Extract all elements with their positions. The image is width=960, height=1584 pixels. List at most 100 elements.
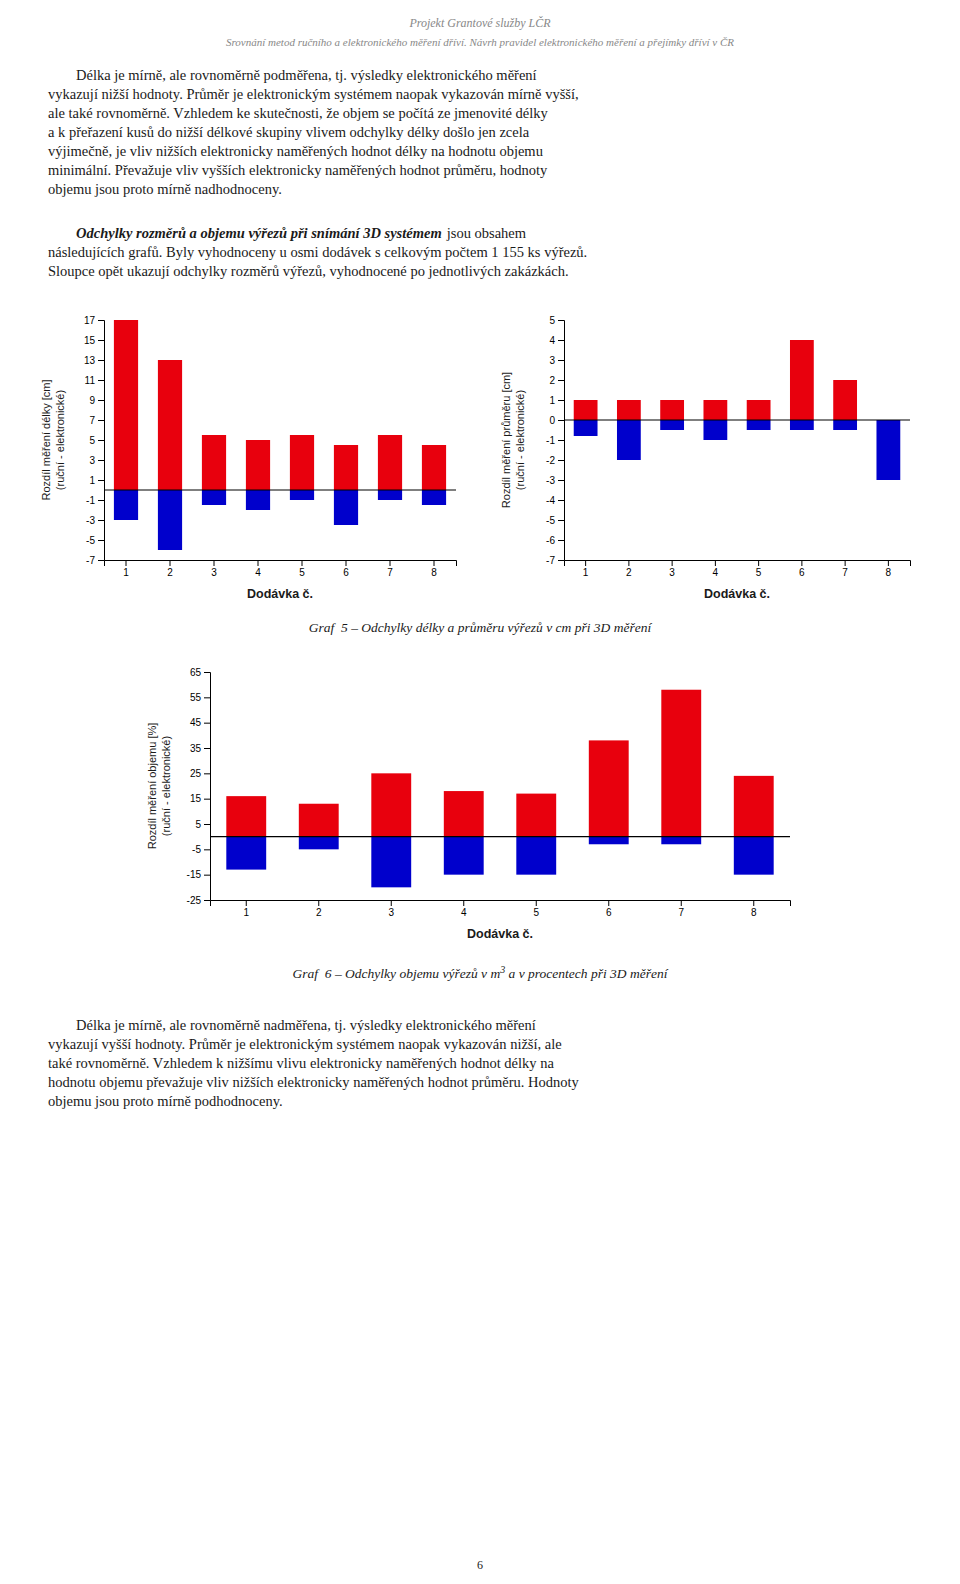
tick-mark <box>753 900 754 906</box>
y-tick: 5 <box>549 315 564 326</box>
paragraph-line: hodnotu objemu převažuje vliv nižších el… <box>48 1074 579 1090</box>
tick-label: -5 <box>546 515 555 526</box>
tick-mark <box>98 360 104 361</box>
bar <box>747 400 771 420</box>
x-tick: 2 <box>626 560 632 578</box>
tick-label: -5 <box>86 535 95 546</box>
tick-mark <box>801 560 802 566</box>
y-tick: 55 <box>190 692 210 703</box>
tick-label: 4 <box>549 335 555 346</box>
tick-mark <box>558 540 564 541</box>
bar <box>790 420 814 430</box>
tick-mark <box>558 560 564 561</box>
tick-mark <box>558 480 564 481</box>
tick-label: -15 <box>187 869 202 880</box>
tick-mark <box>98 420 104 421</box>
y-tick: 9 <box>89 395 104 406</box>
tick-mark <box>98 460 104 461</box>
bar <box>661 690 701 837</box>
bar <box>617 400 641 420</box>
x-tick: 7 <box>387 560 393 578</box>
tick-mark <box>204 748 210 749</box>
bar <box>422 490 446 505</box>
paragraph-line: výjimečně, je vliv nižších elektronicky … <box>48 143 543 159</box>
y-tick: 15 <box>84 335 104 346</box>
x-tick: 8 <box>431 560 437 578</box>
bar <box>299 804 339 837</box>
bar <box>290 435 314 490</box>
tick-mark <box>391 900 392 906</box>
tick-label: -5 <box>192 844 201 855</box>
paragraph-lead: Odchylky rozměrů a objemu výřezů při sní… <box>76 225 442 241</box>
tick-label: 7 <box>387 567 393 578</box>
tick-label: 5 <box>195 819 201 830</box>
bar <box>246 440 270 490</box>
bar <box>660 400 684 420</box>
tick-mark <box>558 400 564 401</box>
x-tick: 7 <box>678 900 684 918</box>
tick-mark <box>98 380 104 381</box>
zero-line <box>564 419 910 420</box>
tick-mark <box>536 900 537 906</box>
tick-label: 5 <box>533 907 539 918</box>
tick-label: 4 <box>461 907 467 918</box>
axis-line <box>204 673 211 901</box>
tick-label: -4 <box>546 495 555 506</box>
bar <box>299 837 339 850</box>
bar <box>589 740 629 836</box>
y-tick: 1 <box>89 475 104 486</box>
y-tick: 11 <box>85 375 104 386</box>
y-tick: -2 <box>546 455 564 466</box>
axis-line <box>105 561 457 567</box>
x-axis-title: Dodávka č. <box>247 587 313 601</box>
bar <box>226 796 266 837</box>
bar <box>334 445 358 490</box>
x-axis-title: Dodávka č. <box>704 587 770 601</box>
paragraph-line: minimální. Převažuje vliv vyšších elektr… <box>48 162 548 178</box>
x-tick: 1 <box>123 560 129 578</box>
tick-mark <box>98 340 104 341</box>
tick-label: 8 <box>751 907 757 918</box>
tick-label: 17 <box>84 315 96 326</box>
tick-label: 15 <box>84 335 96 346</box>
y-tick: 3 <box>549 355 564 366</box>
bar <box>660 420 684 430</box>
x-axis: 12345678 <box>105 560 457 578</box>
axis-line <box>211 901 791 907</box>
tick-mark <box>608 900 609 906</box>
y-tick: 45 <box>190 717 210 728</box>
tick-mark <box>463 900 464 906</box>
tick-label: -25 <box>187 895 202 906</box>
tick-label: -1 <box>546 435 555 446</box>
x-axis: 12345678 <box>211 900 791 918</box>
x-tick: 5 <box>533 900 539 918</box>
plot-area <box>104 320 456 550</box>
tick-label: 5 <box>549 315 555 326</box>
tick-mark <box>672 560 673 566</box>
tick-mark <box>246 900 247 906</box>
tick-mark <box>628 560 629 566</box>
bar <box>378 490 402 500</box>
paragraph-line: objemu jsou proto mírně nadhodnoceny. <box>48 181 282 197</box>
x-tick: 3 <box>388 900 394 918</box>
tick-label: 45 <box>190 717 202 728</box>
tick-label: 3 <box>549 355 555 366</box>
bar <box>617 420 641 460</box>
x-axis-title: Dodávka č. <box>467 927 533 941</box>
y-axis-title: (ruční - elektronické) <box>54 390 66 490</box>
tick-label: 9 <box>89 395 95 406</box>
tick-label: 3 <box>211 567 217 578</box>
tick-mark <box>558 520 564 521</box>
tick-label: 2 <box>626 567 632 578</box>
y-tick: 65 <box>190 667 210 678</box>
tick-mark <box>204 900 210 901</box>
x-tick: 5 <box>299 560 305 578</box>
x-tick: 6 <box>343 560 349 578</box>
bar <box>371 773 411 836</box>
bar <box>703 400 727 420</box>
caption: Graf 5 – Odchylky délky a průměru výřezů… <box>309 620 653 635</box>
bar-series <box>574 420 901 480</box>
tick-mark <box>204 672 210 673</box>
y-tick: -25 <box>187 895 210 906</box>
x-tick: 8 <box>751 900 757 918</box>
